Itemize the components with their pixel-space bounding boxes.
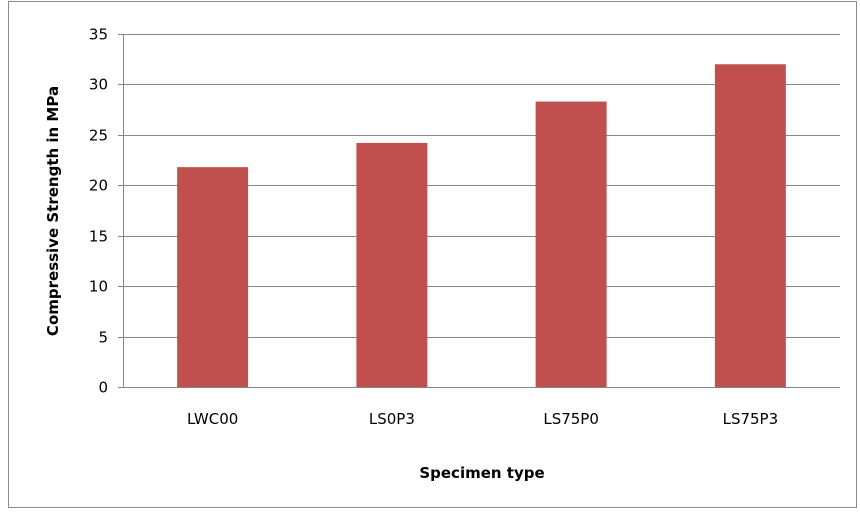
x-tick-label: LS0P3 <box>369 410 415 428</box>
bar-ls0p3 <box>356 142 428 387</box>
y-tick-label: 5 <box>98 329 108 347</box>
y-tick-label: 35 <box>89 26 108 44</box>
x-tick-labels: LWC00 LS0P3 LS75P0 LS75P3 <box>187 410 778 428</box>
bar-ls75p0 <box>535 101 607 388</box>
y-tick-label: 25 <box>89 127 108 145</box>
bar-ls75p3 <box>714 64 786 387</box>
x-tick-label: LWC00 <box>187 410 238 428</box>
y-axis-title: Compressive Strength in MPa <box>44 86 62 336</box>
y-tick-label: 10 <box>89 278 108 296</box>
bar-lwc00 <box>177 167 249 387</box>
axes <box>118 34 840 388</box>
x-tick-label: LS75P0 <box>543 410 599 428</box>
bars <box>177 64 786 388</box>
y-tick-label: 0 <box>98 379 108 397</box>
x-tick-label: LS75P3 <box>723 410 779 428</box>
y-tick-labels: 0 5 10 15 20 25 30 35 <box>89 26 108 397</box>
y-tick-label: 20 <box>89 177 108 195</box>
x-axis-title: Specimen type <box>419 464 544 482</box>
y-tick-label: 15 <box>89 228 108 246</box>
y-tick-label: 30 <box>89 76 108 94</box>
